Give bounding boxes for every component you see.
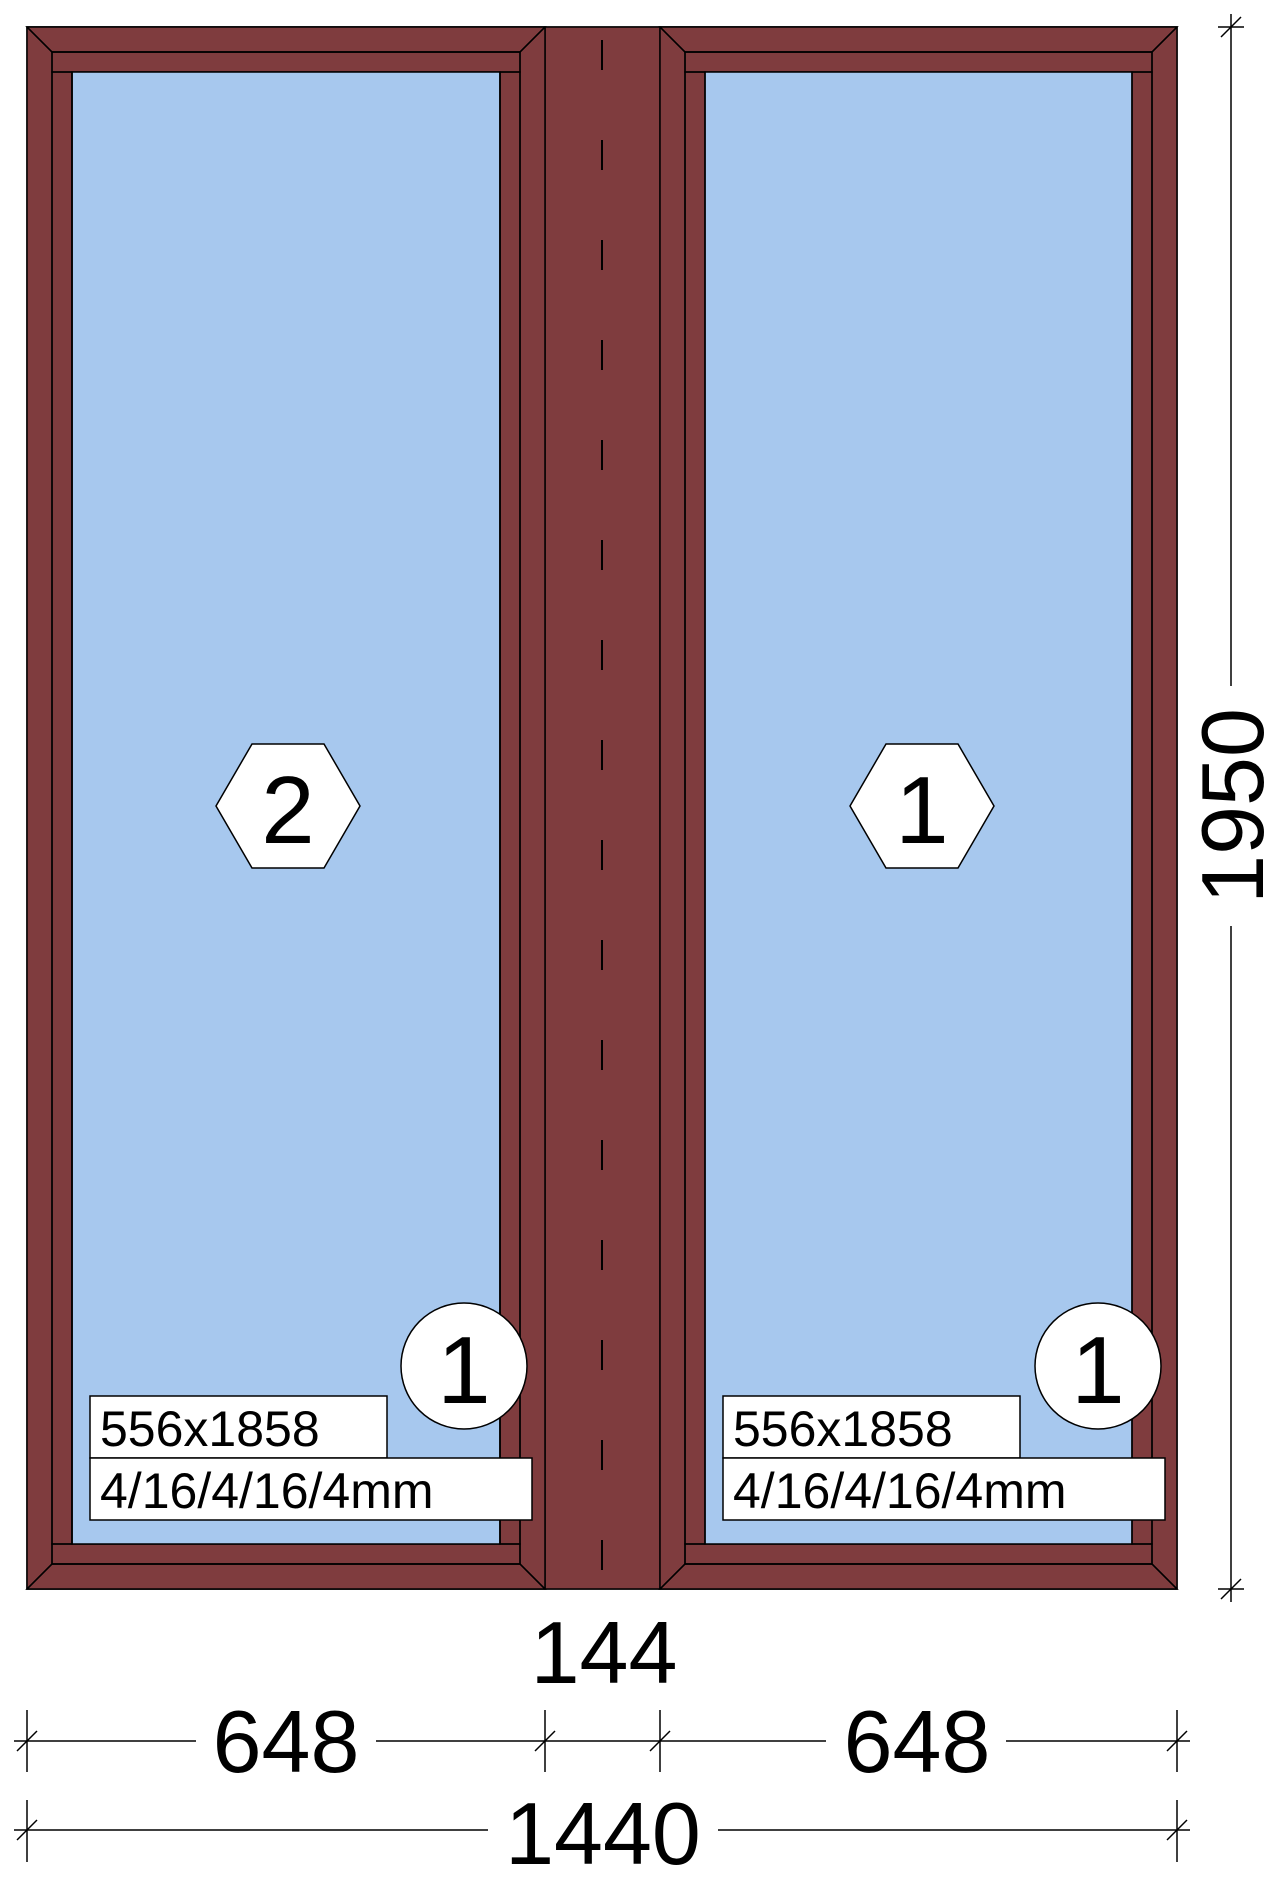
glass-formula: 4/16/4/16/4mm (733, 1463, 1067, 1519)
glass-number-marker (400, 1302, 528, 1430)
glass-size-box (89, 1395, 388, 1459)
glass-number: 1 (437, 1317, 490, 1424)
mullion (544, 26, 661, 1590)
glass-number-marker (1034, 1302, 1162, 1430)
mullion-width-label: 144 (531, 1603, 678, 1702)
glass-size: 556x1858 (733, 1401, 953, 1457)
right-width-label: 648 (844, 1692, 991, 1791)
left-width-label: 648 (213, 1692, 360, 1791)
glass-formula-box (89, 1457, 533, 1521)
glass-number: 1 (1071, 1317, 1124, 1424)
total-width-label: 1440 (505, 1784, 701, 1883)
right-sash: 1 1 556x1858 4/16/4/16/4mm (658, 26, 1179, 1590)
total-height-label: 1950 (1183, 708, 1281, 904)
glass-size-box (722, 1395, 1021, 1459)
opening-type-marker (215, 743, 361, 869)
glass-size: 556x1858 (100, 1401, 320, 1457)
opening-type-marker (849, 743, 995, 869)
glass-formula-box (722, 1457, 1166, 1521)
total-width-dimension: 1440 (14, 1784, 1190, 1883)
opening-type-number: 1 (895, 757, 948, 864)
width-segments-dimension: 648 648 (14, 1692, 1190, 1791)
height-dimension: 1950 (1183, 14, 1281, 1602)
glass-formula: 4/16/4/16/4mm (100, 1463, 434, 1519)
left-sash: 2 1 556x1858 4/16/4/16/4mm (25, 26, 547, 1590)
opening-type-number: 2 (261, 757, 314, 864)
